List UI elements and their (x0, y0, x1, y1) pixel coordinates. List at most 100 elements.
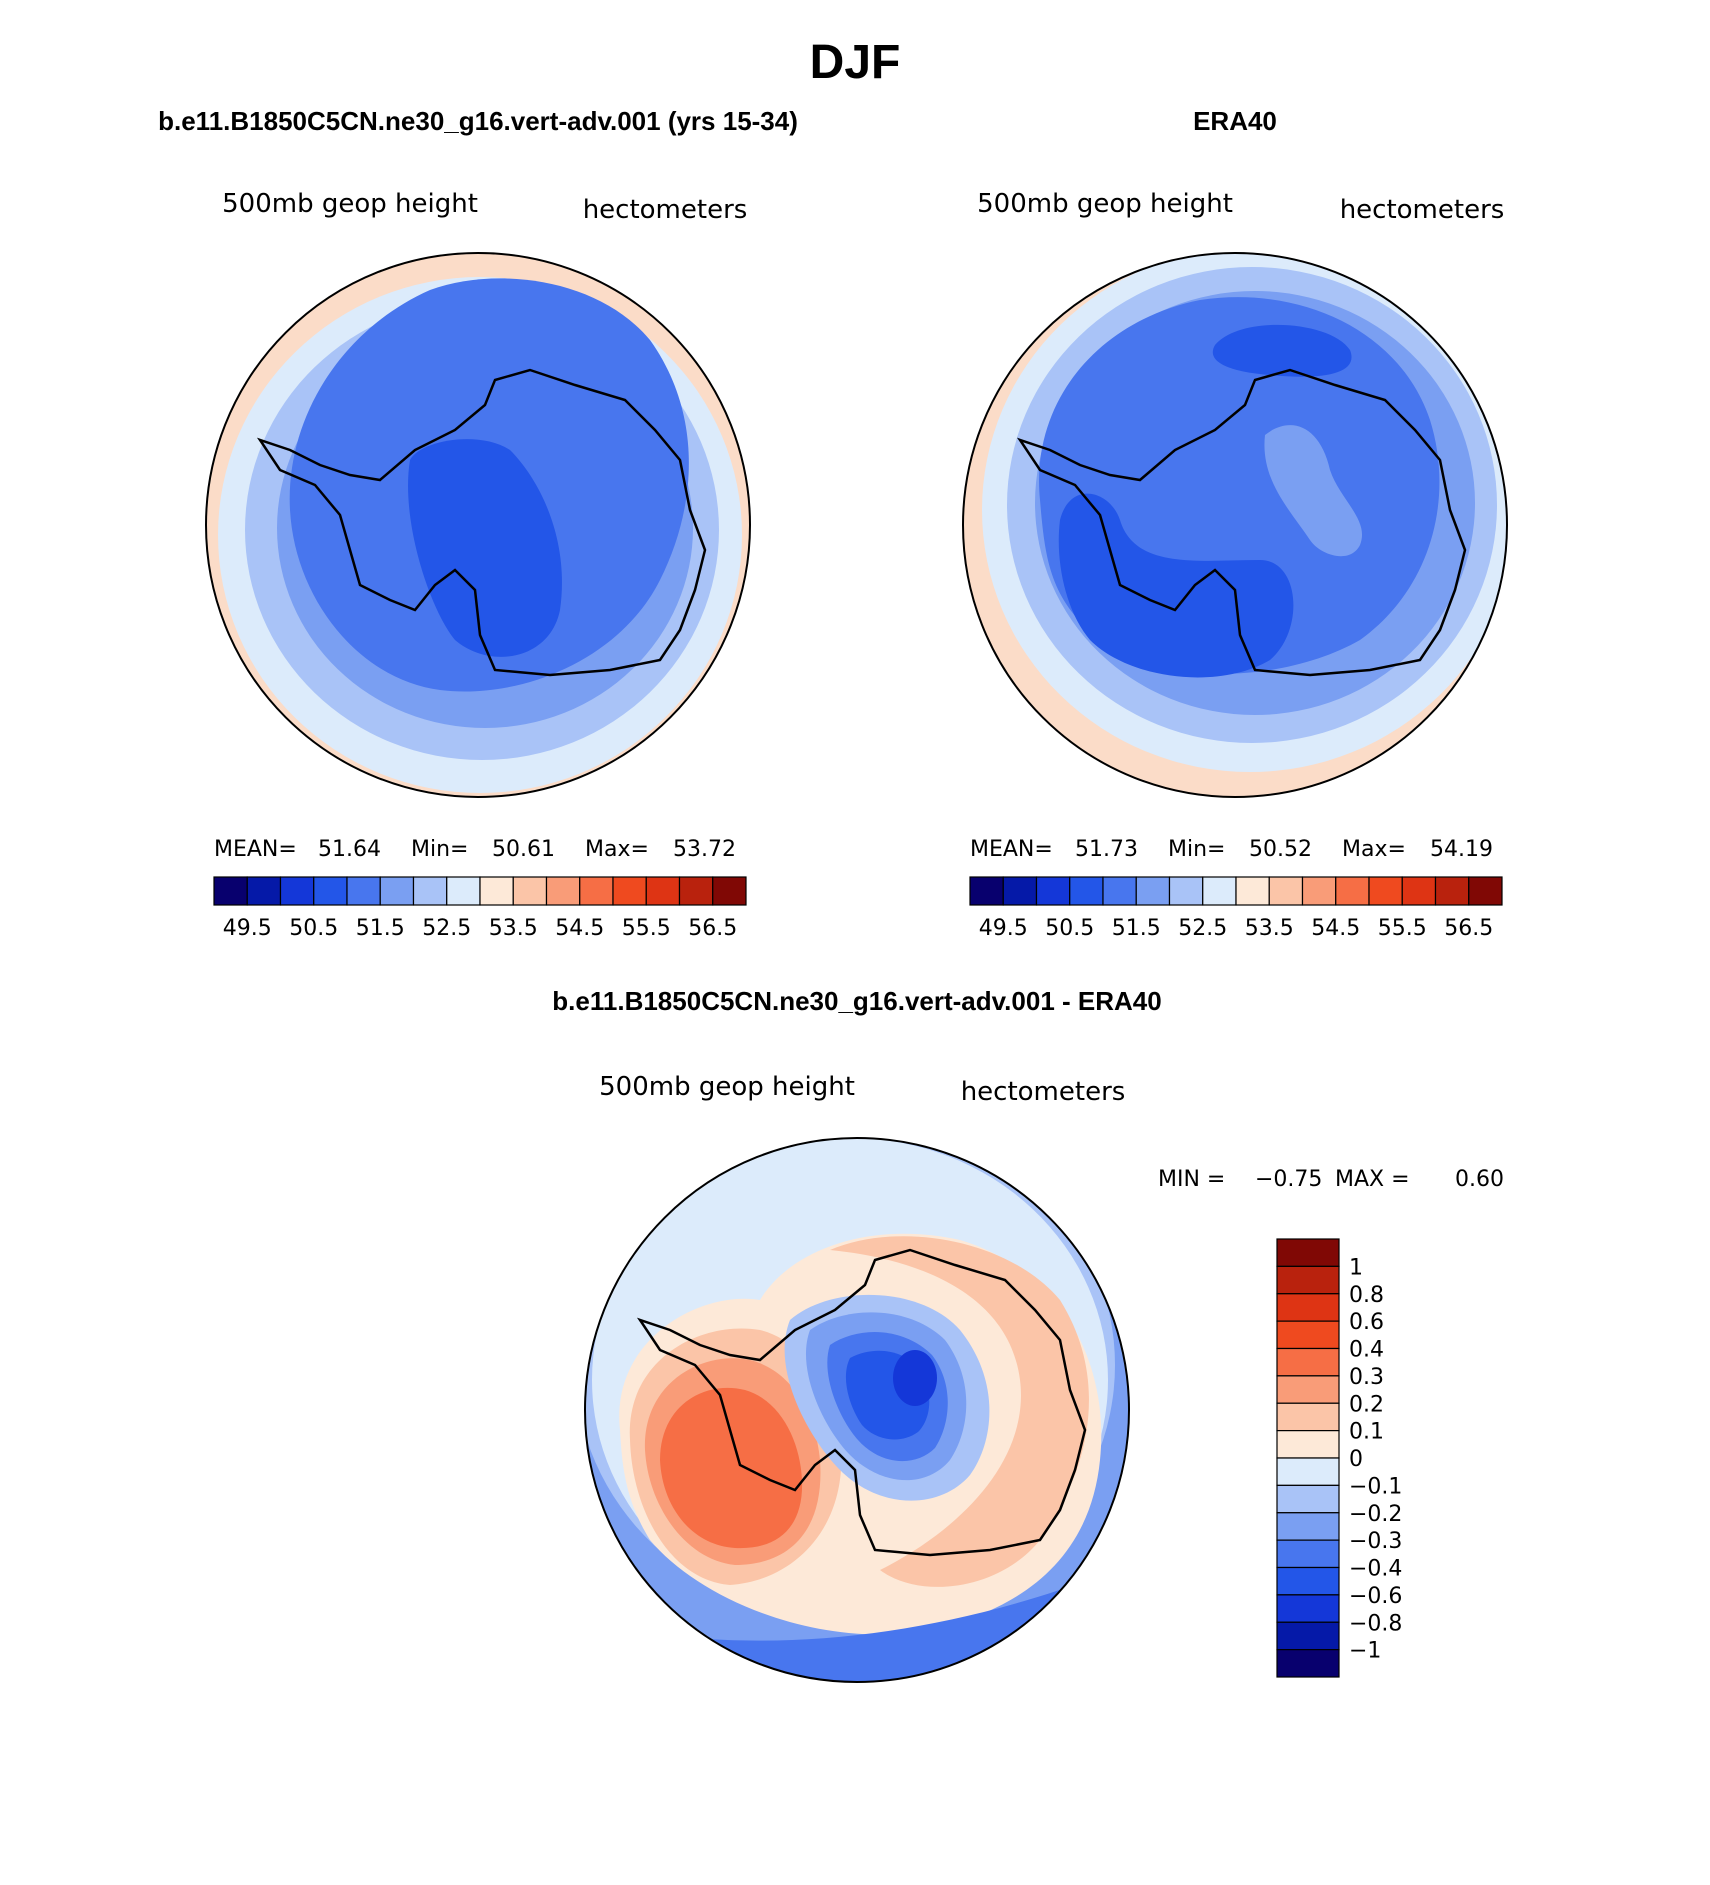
colorbar-swatch (1002, 876, 1038, 906)
colorbar-tick-label: 54.5 (555, 916, 604, 941)
panel-model-colorbar: 49.5 50.5 51.5 52.5 53.5 54.5 55.5 56.5 (213, 876, 747, 941)
map-border (205, 252, 751, 798)
colorbar-swatch (1202, 876, 1237, 906)
colorbar-tick-label: 0.8 (1349, 1283, 1384, 1308)
colorbar-tick-label: 54.5 (1311, 916, 1360, 941)
contour-band-neg-0.8 (893, 1350, 937, 1406)
panel-diff: b.e11.B1850C5CN.ne30_g16.vert-adv.001 - … (552, 986, 1504, 1683)
contour-band-0.2-east (830, 1236, 1089, 1587)
colorbar-swatch (213, 876, 248, 906)
colorbar-tick-label: 0 (1349, 1447, 1363, 1472)
colorbar-swatch (1401, 876, 1437, 906)
colorbar-swatch (645, 876, 681, 906)
colorbar-swatch (1276, 1539, 1340, 1569)
figure-title: DJF (810, 36, 901, 89)
panel-obs-right-label: hectometers (1340, 195, 1505, 225)
colorbar-swatch (1276, 1238, 1340, 1267)
colorbar-tick-label: 53.5 (1245, 916, 1294, 941)
panel-model-right-label: hectometers (583, 195, 748, 225)
colorbar-swatch (479, 876, 514, 906)
colorbar-swatch (1276, 1347, 1340, 1377)
colorbar-tick-label: 52.5 (422, 916, 471, 941)
panel-diff-title: b.e11.B1850C5CN.ne30_g16.vert-adv.001 - … (552, 986, 1161, 1016)
colorbar-tick-label: 55.5 (622, 916, 671, 941)
panel-diff-left-label: 500mb geop height (599, 1072, 855, 1102)
max-value: 54.19 (1430, 837, 1493, 862)
colorbar-tick-label: 53.5 (489, 916, 538, 941)
colorbar-swatch (1276, 1594, 1340, 1623)
contour-band-52.0-center (1264, 425, 1363, 557)
colorbar-swatch (612, 876, 647, 906)
colorbar-swatch (545, 876, 581, 906)
colorbar-swatch (1301, 876, 1337, 906)
colorbar-tick-label: −0.2 (1349, 1502, 1402, 1527)
panel-diff-colorbar: 1 0.80.6 0.40.30.2 0.10−0.1 −0.2−0.3 −0.4−0.6… (1276, 1238, 1402, 1678)
max-label: MAX = (1335, 1167, 1410, 1192)
panel-model-title: b.e11.B1850C5CN.ne30_g16.vert-adv.001 (y… (158, 106, 798, 136)
panel-model: b.e11.B1850C5CN.ne30_g16.vert-adv.001 (y… (158, 106, 798, 941)
panel-diff-stats: MIN = −0.75 MAX = 0.60 (1158, 1167, 1504, 1192)
colorbar-swatch (1468, 876, 1503, 906)
colorbar-swatch (346, 876, 381, 906)
colorbar-tick-label: 1 (1349, 1255, 1363, 1280)
colorbar-tick-label: 56.5 (688, 916, 737, 941)
colorbar-tick-label: −0.3 (1349, 1529, 1402, 1554)
colorbar-swatch (1168, 876, 1204, 906)
mean-value: 51.73 (1075, 837, 1138, 862)
panel-obs-left-label: 500mb geop height (977, 189, 1233, 219)
colorbar-swatch (1035, 876, 1071, 906)
colorbar-swatch (712, 876, 747, 906)
colorbar-swatch (1276, 1430, 1340, 1459)
colorbar-swatch (1276, 1375, 1340, 1404)
map-border (962, 252, 1508, 798)
map-border (584, 1137, 1130, 1683)
colorbar-swatch (412, 876, 448, 906)
colorbar-swatch (1276, 1484, 1340, 1514)
colorbar-swatch (1276, 1512, 1340, 1541)
colorbar-tick-label: 0.1 (1349, 1420, 1384, 1445)
colorbar-tick-label: −0.4 (1349, 1557, 1402, 1582)
colorbar-tick-label: 0.2 (1349, 1392, 1384, 1417)
min-label: MIN = (1158, 1167, 1225, 1192)
panel-obs-title: ERA40 (1193, 106, 1277, 136)
panel-model-left-label: 500mb geop height (222, 189, 478, 219)
colorbar-swatch (1069, 876, 1104, 906)
colorbar-tick-label: 55.5 (1378, 916, 1427, 941)
colorbar-tick-label: 56.5 (1444, 916, 1493, 941)
colorbar-tick-label: 51.5 (1112, 916, 1161, 941)
colorbar-swatch (379, 876, 415, 906)
colorbar-tick-label: −0.1 (1349, 1474, 1402, 1499)
colorbar-swatch (246, 876, 282, 906)
colorbar-tick-label: −1 (1349, 1639, 1381, 1664)
colorbar-swatch (678, 876, 714, 906)
colorbar-swatch (1276, 1566, 1340, 1596)
panel-obs-stats: MEAN= 51.73 Min= 50.52 Max= 54.19 (970, 837, 1493, 862)
panel-obs-map (963, 253, 1507, 797)
max-value: 0.60 (1455, 1167, 1504, 1192)
colorbar-tick-label: 49.5 (979, 916, 1028, 941)
colorbar-swatch (1434, 876, 1470, 906)
colorbar-swatch (1268, 876, 1304, 906)
min-label: Min= (411, 837, 468, 862)
contour-band-51.0-west (1058, 493, 1294, 678)
colorbar-swatch (1368, 876, 1403, 906)
colorbar-swatch (1276, 1402, 1340, 1432)
colorbar-swatch (1235, 876, 1270, 906)
colorbar-tick-label: 50.5 (1045, 916, 1094, 941)
panel-diff-right-label: hectometers (961, 1077, 1126, 1107)
min-value: 50.61 (492, 837, 555, 862)
colorbar-swatch (969, 876, 1004, 906)
colorbar-swatch (579, 876, 614, 906)
colorbar-tick-label: 50.5 (289, 916, 338, 941)
panel-obs-colorbar: 49.5 50.5 51.5 52.5 53.5 54.5 55.5 56.5 (969, 876, 1503, 941)
colorbar-swatch (446, 876, 481, 906)
mean-label: MEAN= (214, 837, 297, 862)
colorbar-swatch (279, 876, 315, 906)
panel-diff-map (585, 1138, 1129, 1682)
colorbar-swatch (1276, 1293, 1340, 1322)
contour-band-51.0-north (1212, 324, 1352, 377)
colorbar-swatch (1276, 1621, 1340, 1651)
colorbar-tick-label: 51.5 (356, 916, 405, 941)
colorbar-tick-label: 52.5 (1178, 916, 1227, 941)
